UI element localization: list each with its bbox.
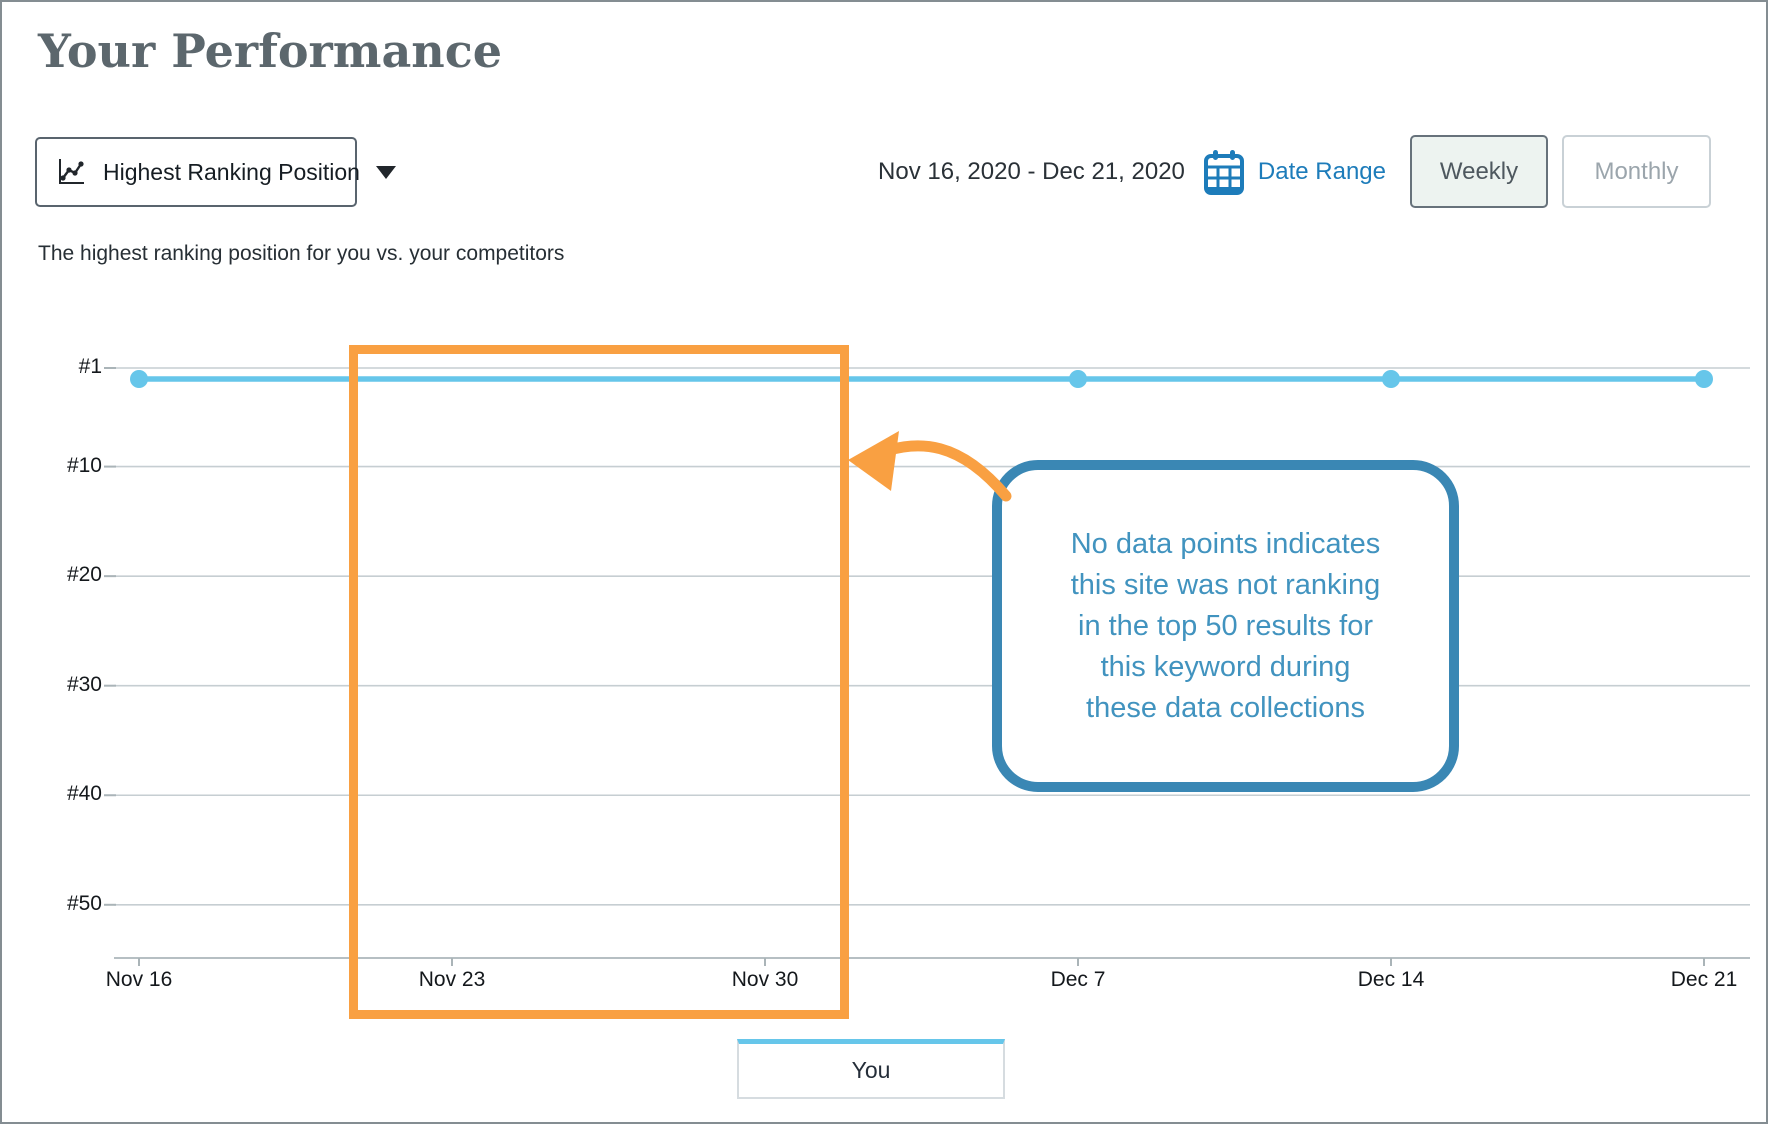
callout-text-line: this keyword during xyxy=(1100,650,1351,683)
y-axis-label: #50 xyxy=(66,891,102,915)
y-axis-label: #1 xyxy=(78,355,102,378)
metric-dropdown[interactable]: Highest Ranking Position xyxy=(35,137,396,207)
x-axis-label: Dec 21 xyxy=(1670,968,1738,991)
date-range-link[interactable]: Date Range xyxy=(1257,157,1386,185)
callout-text-line: in the top 50 results for xyxy=(1078,609,1373,642)
no-data-highlight-box xyxy=(349,345,849,1019)
y-axis-label: #10 xyxy=(66,453,102,477)
header-controls: Nov 16, 2020 - Dec 21, 2020 Date Range W… xyxy=(878,135,1711,208)
calendar-icon[interactable] xyxy=(1203,148,1245,196)
x-axis-label: Dec 7 xyxy=(1050,968,1106,991)
series-point[interactable] xyxy=(130,370,148,388)
metric-dropdown-label: Highest Ranking Position xyxy=(103,158,360,185)
chevron-down-icon xyxy=(375,165,396,179)
monthly-toggle[interactable]: Monthly xyxy=(1562,135,1711,208)
weekly-toggle[interactable]: Weekly xyxy=(1410,135,1548,208)
x-axis-label: Nov 23 xyxy=(418,968,486,991)
x-axis-label: Dec 14 xyxy=(1357,968,1425,991)
x-axis-label: Nov 30 xyxy=(731,968,799,991)
chart-legend: You xyxy=(737,1039,1005,1099)
chart-subtitle: The highest ranking position for you vs.… xyxy=(38,242,565,265)
page-title: Your Performance xyxy=(38,24,502,78)
y-axis-label: #40 xyxy=(66,782,102,806)
series-point[interactable] xyxy=(1695,370,1713,388)
callout-text-line: No data points indicates xyxy=(1070,527,1381,560)
y-axis-label: #20 xyxy=(66,563,102,587)
callout-text-line: these data collections xyxy=(1086,691,1365,724)
y-axis-label: #30 xyxy=(66,672,102,696)
callout-text-line: this site was not ranking xyxy=(1070,568,1381,601)
series-point[interactable] xyxy=(1382,370,1400,388)
no-data-callout: No data points indicates this site was n… xyxy=(992,460,1459,792)
legend-item-you[interactable]: You xyxy=(737,1039,1005,1099)
date-range-value: Nov 16, 2020 - Dec 21, 2020 xyxy=(878,157,1185,185)
x-axis-label: Nov 16 xyxy=(105,968,173,991)
line-chart-icon xyxy=(55,156,87,188)
series-point[interactable] xyxy=(1069,370,1087,388)
